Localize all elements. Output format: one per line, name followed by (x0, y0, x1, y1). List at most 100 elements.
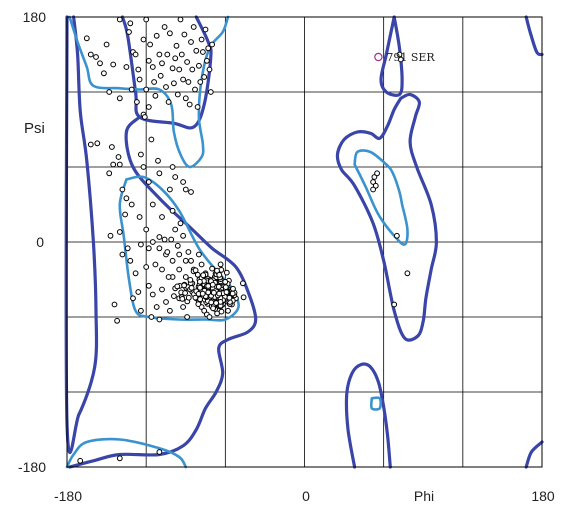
residue-point (197, 278, 203, 285)
residue-point (110, 161, 117, 168)
x-tick-180: 180 (531, 488, 555, 504)
residue-point (109, 144, 115, 150)
residue-point (217, 261, 224, 268)
residue-point (192, 267, 199, 274)
residue-point (176, 251, 183, 258)
residue-point (149, 64, 156, 70)
residue-point (180, 232, 187, 239)
residue-point (122, 211, 128, 218)
residue-point (149, 201, 156, 208)
y-tick-0: 0 (36, 234, 44, 250)
residue-point (187, 277, 194, 283)
residue-point (189, 66, 196, 73)
residue-point (135, 66, 142, 73)
allowed-region-contour (524, 440, 544, 469)
residue-point (169, 65, 176, 72)
residue-point (123, 64, 130, 70)
residue-point (103, 41, 110, 48)
favoured-region-contour (353, 149, 409, 246)
residue-point (159, 266, 165, 273)
residue-point (138, 151, 144, 158)
residue-point (106, 89, 113, 95)
residue-point (404, 270, 411, 277)
residue-point (168, 236, 175, 243)
residue-point (182, 274, 189, 280)
residue-point (197, 284, 203, 291)
residue-point (182, 257, 189, 264)
residue-point (171, 293, 177, 300)
residue-point (119, 251, 126, 258)
residue-point (148, 136, 155, 143)
residue-point (185, 294, 192, 301)
residue-point (181, 31, 188, 38)
y-axis-label: Psi (24, 120, 45, 137)
residue-point (196, 62, 202, 69)
residue-point (225, 307, 231, 314)
residue-point (200, 272, 207, 279)
x-axis-label: Phi (414, 488, 434, 504)
residue-point (222, 284, 229, 291)
favoured-region-contour (118, 175, 240, 322)
residue-point (145, 57, 152, 64)
residue-point (210, 305, 217, 312)
residue-point (226, 294, 233, 301)
residue-point (130, 295, 136, 302)
residue-point (188, 285, 195, 291)
residue-point (174, 91, 181, 98)
residue-point (176, 266, 183, 273)
residue-point (134, 99, 140, 105)
residue-point (205, 289, 212, 296)
residue-point (188, 257, 194, 264)
residue-point (184, 314, 191, 320)
residue-point (216, 290, 223, 297)
residue-point (136, 214, 143, 220)
residue-point (185, 249, 192, 255)
residue-point (165, 99, 172, 105)
residue-point (222, 279, 229, 285)
outlier-marker (374, 52, 383, 62)
allowed-region-contour (344, 362, 392, 469)
residue-point (230, 285, 236, 292)
residue-point (116, 455, 123, 462)
residue-point (140, 164, 147, 170)
residue-point (391, 301, 398, 308)
residue-point (172, 55, 179, 62)
residue-point (185, 79, 192, 85)
residue-point (200, 49, 206, 55)
residue-point (94, 140, 101, 147)
residue-point (198, 261, 205, 268)
residue-point (192, 86, 198, 93)
residue-point (114, 317, 120, 324)
plot-frame (66, 16, 543, 468)
residue-point (151, 79, 158, 85)
residue-point (143, 226, 150, 233)
residue-point (218, 308, 225, 315)
residue-point (195, 301, 202, 308)
allowed-region-contour (68, 115, 258, 469)
residue-point (156, 449, 163, 455)
residue-point (145, 104, 152, 110)
allowed-region-contour (335, 92, 438, 342)
residue-point (93, 54, 99, 60)
residue-point (161, 24, 168, 30)
residue-point (174, 242, 181, 249)
allowed-region-contour (379, 15, 404, 97)
allowed-region-contour (524, 15, 544, 57)
residue-point (126, 29, 132, 35)
residue-point (153, 32, 160, 39)
residue-point (171, 80, 177, 87)
residue-point (127, 257, 134, 264)
residue-point (201, 307, 208, 314)
residue-point (141, 114, 148, 120)
residue-point (161, 236, 168, 243)
residue-point (169, 207, 176, 214)
x-tick-neg180: -180 (54, 488, 82, 504)
residue-point (209, 281, 216, 288)
residue-point (152, 92, 159, 99)
residue-point (177, 16, 184, 23)
residue-point (190, 24, 197, 30)
residue-point (97, 60, 103, 67)
residue-point (197, 296, 204, 303)
residue-point (371, 174, 378, 180)
